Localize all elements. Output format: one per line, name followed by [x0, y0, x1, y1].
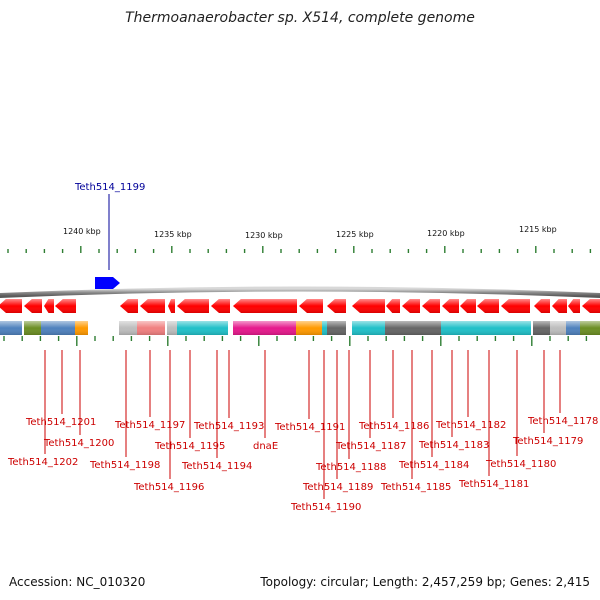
cog-segment-shade	[550, 321, 566, 335]
cog-segment-shade	[533, 321, 550, 335]
gene-label: Teth514_1196	[133, 482, 204, 493]
gene-label: Teth514_1178	[527, 416, 598, 427]
cog-segment-shade	[566, 321, 580, 335]
reverse-gene-arrow-shade	[44, 299, 54, 313]
gene-label: Teth514_1187	[335, 441, 406, 452]
reverse-gene-arrow-shade	[211, 299, 230, 313]
cog-segment-shade	[41, 321, 75, 335]
reverse-gene-arrow-shade	[534, 299, 550, 313]
reverse-gene-arrow-shade	[299, 299, 323, 313]
gene-label: Teth514_1191	[274, 422, 345, 433]
gene-label: Teth514_1193	[193, 421, 264, 432]
accession-text: Accession: NC_010320	[9, 575, 146, 589]
scale-tick-label: 1225 kbp	[336, 230, 374, 239]
reverse-gene-arrow-shade	[233, 299, 297, 313]
reverse-gene-arrow-shade	[140, 299, 165, 313]
reverse-gene-arrow-shade	[568, 299, 580, 313]
genome-summary-text: Topology: circular; Length: 2,457,259 bp…	[260, 575, 590, 589]
minor-ticks-bottom	[3, 336, 588, 346]
forward-gene-label: Teth514_1199	[74, 182, 145, 193]
gene-label: Teth514_1186	[358, 421, 429, 432]
gene-label: Teth514_1183	[418, 440, 489, 451]
genome-backbone	[0, 286, 600, 299]
gene-labels: Teth514_1202Teth514_1201Teth514_1200Teth…	[7, 416, 598, 513]
cog-color-track	[0, 321, 600, 335]
scale-tick-label: 1215 kbp	[519, 225, 557, 234]
gene-label: Teth514_1190	[290, 502, 361, 513]
reverse-gene-arrow-shade	[177, 299, 209, 313]
cog-segment-shade	[401, 321, 441, 335]
forward-gene-arrow	[95, 277, 120, 289]
scale-tick-label: 1240 kbp	[63, 227, 101, 236]
gene-label: Teth514_1195	[154, 441, 225, 452]
reverse-gene-arrow-shade	[501, 299, 530, 313]
reverse-gene-arrow-shade	[120, 299, 138, 313]
reverse-gene-arrow-shade	[442, 299, 459, 313]
cog-segment-shade	[327, 321, 346, 335]
reverse-gene-arrow-shade	[168, 299, 175, 313]
cog-segment-shade	[385, 321, 401, 335]
gene-label: Teth514_1194	[181, 461, 252, 472]
cog-segment-shade	[322, 321, 327, 335]
genome-title: Thermoanaerobacter sp. X514, complete ge…	[125, 10, 475, 26]
gene-label: Teth514_1202	[7, 457, 78, 468]
gene-label: Teth514_1184	[398, 460, 469, 471]
gene-label: Teth514_1200	[43, 438, 114, 449]
reverse-gene-arrow-shade	[386, 299, 400, 313]
gene-label: Teth514_1181	[458, 479, 529, 490]
cog-segment-shade	[24, 321, 41, 335]
cog-segment-shade	[441, 321, 531, 335]
gene-label: Teth514_1180	[485, 459, 556, 470]
scale-tick-label: 1230 kbp	[245, 231, 283, 240]
reverse-gene-track	[0, 299, 600, 313]
reverse-gene-arrow-shade	[24, 299, 42, 313]
cog-segment-shade	[75, 321, 88, 335]
cog-segment-shade	[233, 321, 296, 335]
cog-segment-shade	[119, 321, 137, 335]
gene-label: Teth514_1198	[89, 460, 160, 471]
gene-label: Teth514_1185	[380, 482, 451, 493]
scale-tick-label: 1220 kbp	[427, 229, 465, 238]
minor-ticks-top	[7, 246, 592, 253]
reverse-gene-arrow-shade	[55, 299, 76, 313]
gene-label: Teth514_1179	[512, 436, 583, 447]
cog-segment-shade	[137, 321, 165, 335]
gene-label: Teth514_1182	[435, 420, 506, 431]
gene-label: dnaE	[253, 441, 278, 452]
gene-label: Teth514_1188	[315, 462, 386, 473]
reverse-gene-arrow-shade	[327, 299, 346, 313]
reverse-gene-arrow-shade	[552, 299, 567, 313]
cog-segment-shade	[580, 321, 600, 335]
reverse-gene-arrow-shade	[402, 299, 420, 313]
gene-label: Teth514_1189	[302, 482, 373, 493]
forward-gene-track: Teth514_1199	[74, 182, 145, 289]
reverse-gene-arrow-shade	[422, 299, 440, 313]
reverse-gene-arrow-shade	[582, 299, 600, 313]
cog-segment-shade	[352, 321, 385, 335]
scale-labels: 1240 kbp 1235 kbp 1230 kbp 1225 kbp 1220 kbp…	[63, 225, 557, 240]
gene-label: Teth514_1197	[114, 420, 185, 431]
scale-tick-label: 1235 kbp	[154, 230, 192, 239]
reverse-gene-arrow-shade	[477, 299, 499, 313]
cog-segment-shade	[167, 321, 177, 335]
gene-label: Teth514_1201	[25, 417, 96, 428]
label-leader-lines	[44, 350, 561, 499]
cog-segment-shade	[177, 321, 228, 335]
cog-segment-shade	[296, 321, 322, 335]
cog-segment-shade	[0, 321, 22, 335]
reverse-gene-arrow-shade	[352, 299, 385, 313]
reverse-gene-arrow-shade	[460, 299, 476, 313]
reverse-gene-arrow-shade	[0, 299, 22, 313]
